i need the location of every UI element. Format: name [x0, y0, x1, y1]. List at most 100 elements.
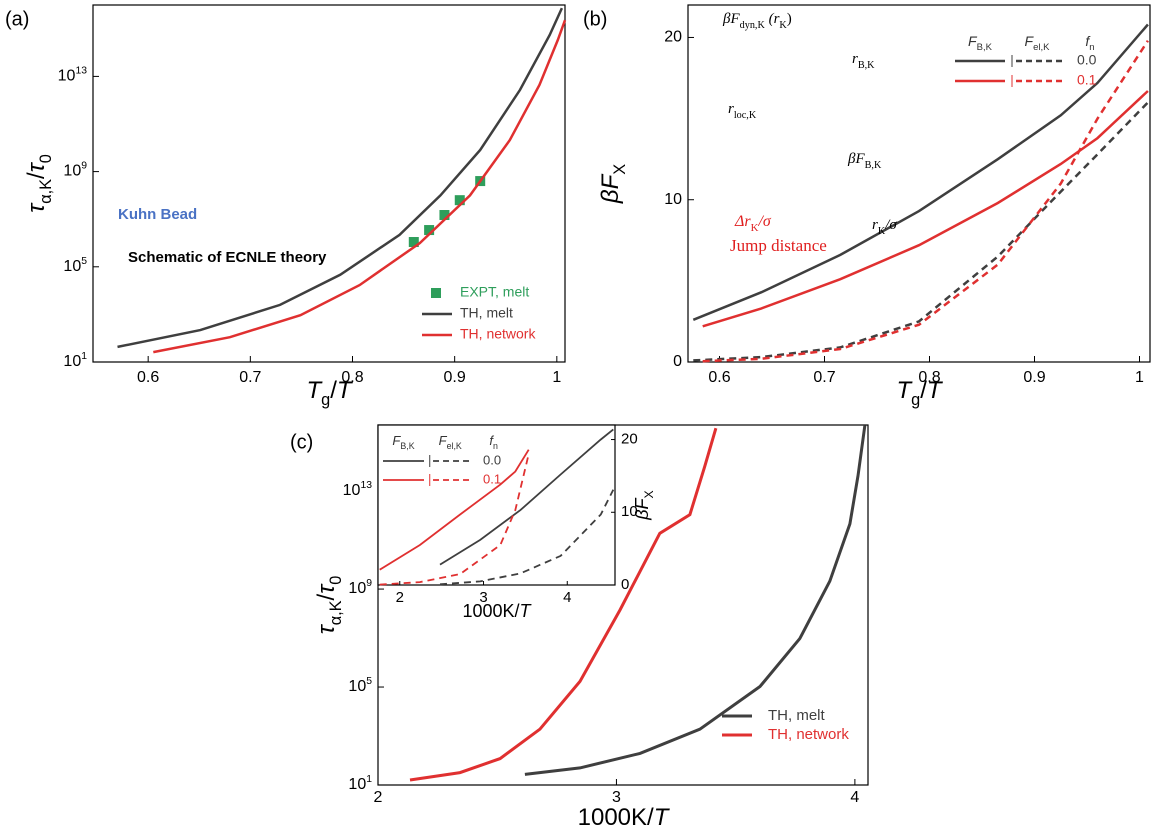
- x-axis-title-part: g: [321, 391, 330, 409]
- schematic-label-part: K: [779, 20, 787, 31]
- panel-label: (a): [5, 8, 29, 30]
- y-tick-label: 20: [621, 431, 638, 448]
- schematic-label-part: K: [751, 222, 759, 234]
- data-point: [454, 195, 465, 206]
- x-tick-label: 2: [396, 589, 404, 606]
- y-axis-title: τα,K/τ0: [23, 154, 55, 213]
- legend-header: fn: [1085, 33, 1094, 53]
- legend-header-part: n: [1089, 42, 1094, 53]
- x-axis-title-part: 1000K/: [462, 601, 519, 621]
- legend-label: EXPT, melt: [460, 284, 529, 300]
- schematic-label: rK/σ: [872, 217, 897, 236]
- schematic-label-part: βF: [722, 11, 740, 27]
- curve: [409, 427, 718, 782]
- x-tick-label: 0.9: [444, 369, 466, 386]
- y-tick-label: 10: [664, 191, 682, 208]
- curve: [692, 23, 1149, 321]
- curve: [702, 90, 1149, 328]
- x-axis-title-part: g: [911, 391, 920, 409]
- schematic-label-part: (r: [765, 11, 780, 27]
- y-axis-title-part: /: [313, 593, 340, 600]
- curve: [439, 428, 614, 566]
- schematic-label: rB,K: [852, 51, 875, 70]
- tick-exponent: 9: [81, 161, 87, 172]
- schematic-label-part: B,K: [858, 60, 875, 71]
- elastic-curve: [693, 101, 1149, 362]
- y-axis-title-part: /: [23, 172, 50, 179]
- legend-header-part: f: [1085, 33, 1091, 49]
- x-axis-title-part: T: [337, 377, 354, 404]
- data-point: [408, 237, 419, 248]
- tick-exponent: 1: [366, 774, 372, 785]
- legend-header: FB,K: [392, 433, 414, 451]
- x-axis-title: Tg/T: [306, 377, 353, 409]
- legend-label: TH, melt: [768, 707, 826, 724]
- tick-exponent: 5: [366, 676, 372, 687]
- y-axis-title-part: 0: [327, 576, 345, 585]
- x-tick-label: 0.6: [708, 369, 730, 386]
- y2-axis-title-part: X: [642, 490, 656, 498]
- legend-label: 0.0: [483, 452, 501, 467]
- tick-base: 10: [63, 258, 81, 275]
- plot-area: [92, 4, 566, 363]
- x-axis-title-part: T: [927, 377, 944, 404]
- y-axis-title-part: τ: [313, 583, 340, 594]
- y-axis-title-part: τ: [23, 161, 50, 172]
- legend-header: fn: [489, 433, 498, 451]
- y-axis-title-part: α,K: [327, 600, 345, 625]
- x-axis-title-part: /: [920, 377, 927, 404]
- schematic-label: ΔrK/σ: [734, 213, 772, 234]
- schematic-label: Jump distance: [730, 236, 827, 255]
- x-tick-label: 4: [850, 789, 859, 806]
- panel-label: (b): [583, 8, 607, 30]
- legend-label: TH, melt: [460, 305, 513, 321]
- y-axis-title: βFX: [597, 164, 629, 204]
- panel-label: (c): [290, 431, 313, 453]
- x-tick-label: 4: [563, 589, 571, 606]
- legend-header-part: el,K: [447, 441, 462, 451]
- legend-header-part: n: [493, 441, 498, 451]
- y-tick-label: 1013: [58, 66, 88, 85]
- y2-axis-title-part: βF: [632, 497, 652, 520]
- legend-header-part: F: [392, 433, 401, 448]
- x-axis-title-part: T: [306, 377, 323, 404]
- y-tick-label: 101: [348, 774, 372, 793]
- schematic-label-part: dyn,K: [740, 20, 766, 31]
- tick-exponent: 9: [366, 578, 372, 589]
- curve: [117, 7, 564, 349]
- legend-header-part: el,K: [1033, 42, 1050, 53]
- elastic-curve: [702, 40, 1149, 363]
- plot-area: [687, 4, 1151, 363]
- y-axis-title-part: τ: [23, 202, 50, 213]
- plot-area: [377, 424, 616, 586]
- y-tick-label: 105: [63, 256, 87, 275]
- data-point: [424, 225, 435, 236]
- x-tick-label: 0.9: [1023, 369, 1045, 386]
- legend-header-part: F: [968, 33, 978, 49]
- y-tick-label: 10: [621, 503, 638, 520]
- y-tick-label: 109: [348, 578, 372, 597]
- x-tick-label: 0.7: [239, 369, 261, 386]
- y-tick-label: 0: [621, 576, 629, 593]
- y-tick-label: 1013: [343, 480, 373, 499]
- y-tick-label: 109: [63, 161, 87, 180]
- legend-header-part: F: [1025, 33, 1035, 49]
- x-tick-label: 3: [479, 589, 487, 606]
- schematic-label-part: K: [878, 226, 886, 237]
- tick-base: 10: [63, 163, 81, 180]
- legend-header: Fel,K: [1025, 33, 1051, 53]
- x-axis-title-part: T: [520, 601, 533, 621]
- tick-exponent: 5: [81, 256, 87, 267]
- schematic-label-part: Δr: [734, 213, 751, 230]
- legend-swatch: [431, 288, 441, 298]
- curve: [153, 19, 567, 354]
- y-tick-label: 105: [348, 676, 372, 695]
- x-axis-title: Tg/T: [896, 377, 943, 409]
- y-axis-title-part: α,K: [37, 179, 55, 204]
- legend-header-part: F: [439, 433, 448, 448]
- x-tick-label: 0.7: [813, 369, 835, 386]
- legend-label: 0.0: [1077, 52, 1097, 68]
- annotation: Kuhn Bead: [118, 206, 197, 223]
- tick-exponent: 13: [360, 480, 372, 491]
